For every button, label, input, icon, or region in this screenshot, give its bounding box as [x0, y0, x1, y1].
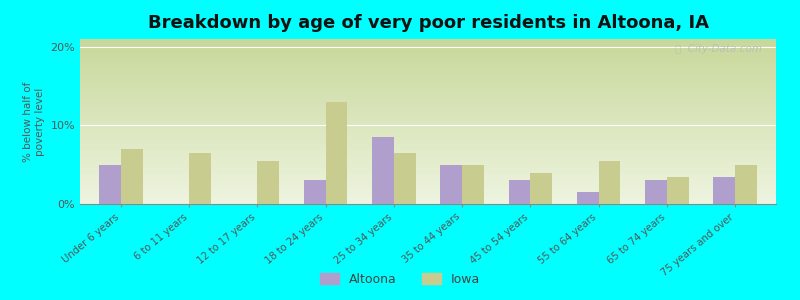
- Bar: [735, 165, 757, 204]
- Bar: [645, 180, 667, 204]
- Bar: [394, 153, 416, 204]
- Bar: [598, 161, 621, 204]
- Y-axis label: % below half of
poverty level: % below half of poverty level: [23, 81, 45, 162]
- Bar: [440, 165, 462, 204]
- Text: ⓘ  City-Data.com: ⓘ City-Data.com: [675, 44, 762, 54]
- Bar: [304, 180, 326, 204]
- Bar: [530, 172, 552, 204]
- Bar: [372, 137, 394, 204]
- Bar: [667, 176, 689, 204]
- Bar: [462, 165, 484, 204]
- Bar: [509, 180, 530, 204]
- Title: Breakdown by age of very poor residents in Altoona, IA: Breakdown by age of very poor residents …: [147, 14, 709, 32]
- Bar: [189, 153, 211, 204]
- Bar: [121, 149, 142, 204]
- Bar: [99, 165, 121, 204]
- Bar: [577, 192, 598, 204]
- Bar: [258, 161, 279, 204]
- Bar: [714, 176, 735, 204]
- Legend: Altoona, Iowa: Altoona, Iowa: [315, 268, 485, 291]
- Bar: [326, 102, 347, 204]
